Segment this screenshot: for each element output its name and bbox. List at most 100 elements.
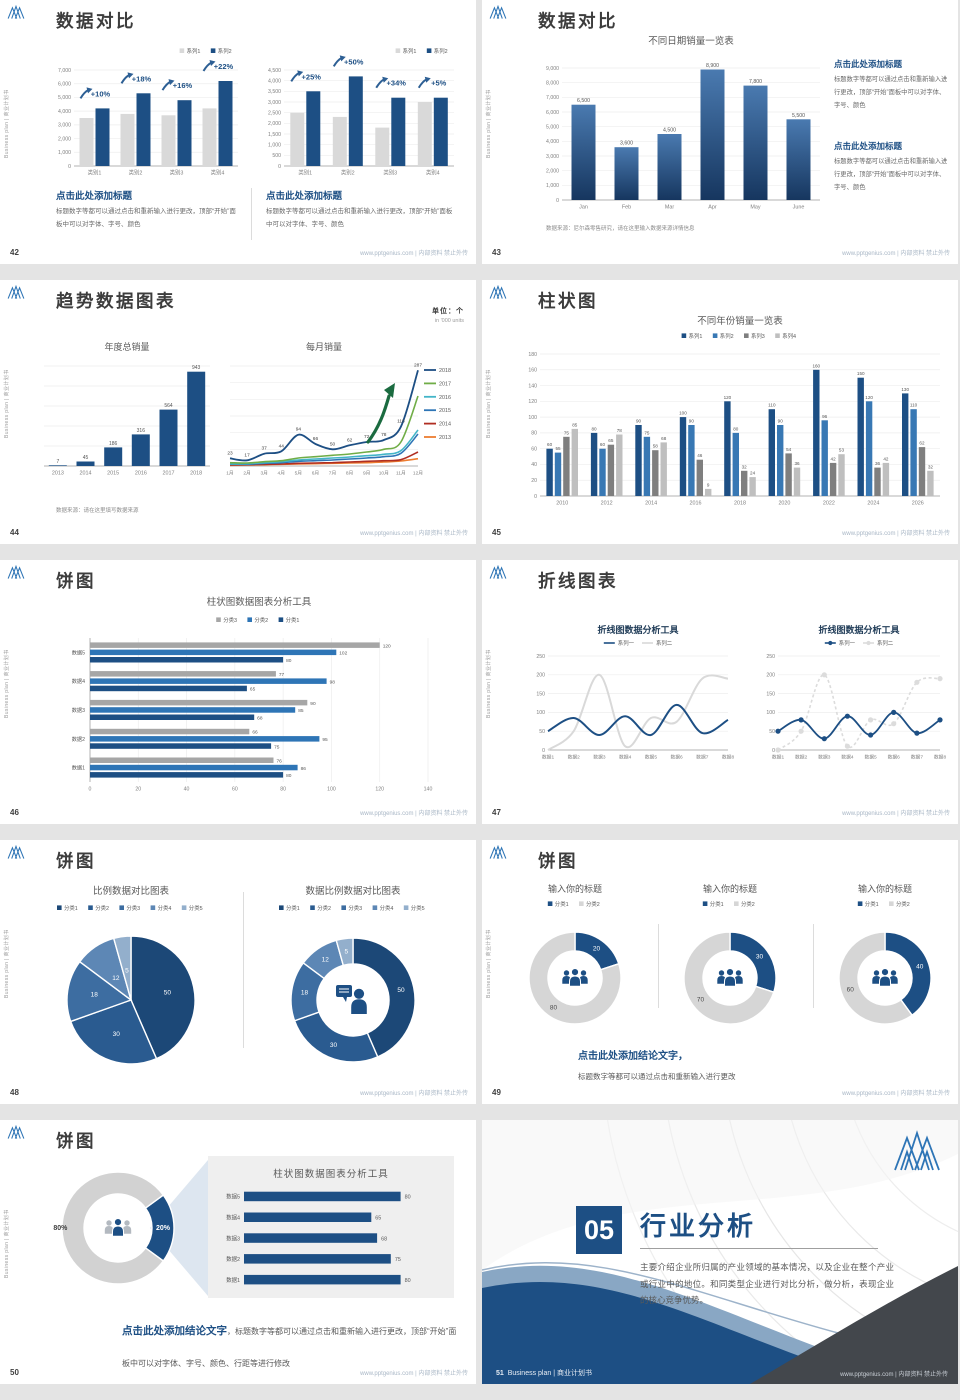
slide-48[interactable]: Business plan | 商业计划书 饼图 比例数据对比图表 分类1 分类2 分… — [0, 840, 476, 1104]
caption-block-left: 点击此处添加标题 标题数字等都可以通过点击和重新输入进行更改，顶部“开始”面板中… — [56, 188, 240, 231]
page-number: 51 — [496, 1370, 504, 1377]
svg-text:2014: 2014 — [439, 422, 451, 428]
svg-text:0: 0 — [542, 748, 545, 754]
conclusion-body: ，标题数字等都可以通过点击和重新输入进行更改，顶部“开始”面板中可以对字体、字号… — [122, 1327, 457, 1368]
side-label: Business plan | 商业计划书 — [486, 929, 492, 998]
brand-label: Business plan | 商业计划书 — [507, 1370, 592, 1377]
svg-text:110: 110 — [768, 403, 776, 408]
page-title: 饼图 — [56, 571, 96, 591]
monthly-sales-bar-chart: 不同日期销量一览表 0 1,000 2,000 3,000 4,000 5,000 6,000… — [526, 34, 828, 220]
svg-text:2,500: 2,500 — [268, 110, 281, 116]
svg-text:287: 287 — [414, 362, 422, 368]
conclusion-heading: 点击此处添加结论文字， — [578, 1051, 688, 1062]
svg-text:37: 37 — [262, 446, 268, 452]
slide-51[interactable]: 05 行业分析 主要介绍企业所归属的产业领域的基本情况，以及企业在整个产业或行业… — [482, 1120, 958, 1384]
svg-text:85: 85 — [572, 422, 578, 427]
svg-text:6,500: 6,500 — [577, 98, 590, 104]
svg-text:118: 118 — [397, 419, 405, 425]
brand-logo-icon — [7, 845, 25, 859]
horizontal-grouped-bar-chart: 柱状图数据图表分析工具 分类3 分类2 分类1 0 20 40 60 80 100 120 140 数据… — [34, 594, 458, 798]
slide-45[interactable]: Business plan | 商业计划书 柱状图 不同年份销量一览表 系列1 系列… — [482, 280, 958, 544]
svg-text:+22%: +22% — [214, 62, 234, 71]
side-label: Business plan | 商业计划书 — [4, 649, 10, 718]
donut-chart-1: 输入你的标题 分类1 分类2 20 80 — [506, 880, 644, 1036]
svg-text:系列1: 系列1 — [403, 47, 417, 55]
block-heading: 点击此处添加标题 — [834, 59, 903, 69]
svg-text:32: 32 — [742, 464, 748, 469]
svg-text:90: 90 — [689, 419, 695, 424]
slide-50[interactable]: Business plan | 商业计划书 饼图 柱状图数据图表分析工具 20%… — [0, 1120, 476, 1384]
slide-47[interactable]: Business plan | 商业计划书 折线图表 折线图数据分析工具 系列一 系… — [482, 560, 958, 824]
svg-text:数据1: 数据1 — [542, 754, 555, 761]
unit-note: 单位：个 in '000 units — [432, 306, 464, 324]
block-body: 标题数字等都可以通过点击和重新输入进行更改，顶部“开始”面板中可以对字体、字号、… — [56, 208, 236, 228]
svg-text:数据6: 数据6 — [670, 754, 683, 761]
svg-text:2026: 2026 — [912, 501, 924, 507]
svg-text:66: 66 — [252, 730, 258, 736]
svg-text:类别4: 类别4 — [426, 169, 440, 177]
svg-text:数据5: 数据5 — [645, 754, 658, 761]
svg-text:50: 50 — [539, 729, 545, 735]
svg-text:3,600: 3,600 — [620, 141, 633, 147]
svg-text:80: 80 — [592, 426, 598, 431]
svg-text:5: 5 — [125, 968, 129, 975]
slide-44[interactable]: Business plan | 商业计划书 趋势数据图表 单位：个 in '00… — [0, 280, 476, 544]
svg-text:输入你的标题: 输入你的标题 — [703, 883, 757, 894]
svg-text:3,500: 3,500 — [268, 89, 281, 95]
page-number: 44 — [10, 528, 19, 537]
block-heading: 点击此处添加标题 — [56, 191, 133, 202]
svg-text:Feb: Feb — [622, 205, 631, 211]
slide-46[interactable]: Business plan | 商业计划书 饼图 柱状图数据图表分析工具 分类3 分… — [0, 560, 476, 824]
svg-text:Jan: Jan — [579, 205, 588, 211]
svg-text:2018: 2018 — [734, 501, 746, 507]
svg-text:8月: 8月 — [346, 471, 353, 477]
svg-text:100: 100 — [528, 415, 537, 421]
svg-text:18: 18 — [91, 991, 99, 998]
section-number: 05 — [576, 1206, 622, 1254]
svg-text:20: 20 — [135, 787, 141, 793]
svg-text:12: 12 — [322, 957, 330, 964]
svg-text:160: 160 — [528, 368, 537, 374]
svg-text:2013: 2013 — [52, 471, 64, 477]
svg-text:0: 0 — [278, 164, 281, 170]
svg-text:5: 5 — [345, 948, 349, 955]
side-label: Business plan | 商业计划书 — [4, 89, 10, 158]
svg-text:564: 564 — [164, 403, 173, 409]
svg-text:2月: 2月 — [243, 471, 250, 477]
svg-text:June: June — [793, 205, 805, 211]
svg-text:分类1: 分类1 — [64, 904, 78, 912]
svg-text:200: 200 — [536, 673, 545, 679]
svg-text:120: 120 — [865, 395, 873, 400]
bar-panel — [208, 1156, 454, 1298]
svg-text:6,000: 6,000 — [58, 82, 71, 88]
svg-text:60: 60 — [531, 446, 537, 452]
svg-text:类别4: 类别4 — [211, 169, 225, 177]
page-number: 42 — [10, 248, 19, 257]
svg-text:10月: 10月 — [379, 471, 389, 477]
slide-42[interactable]: Business plan | 商业计划书 数据对比 系列1 系列2 0 1,000 2… — [0, 0, 476, 264]
svg-text:分类4: 分类4 — [158, 904, 172, 912]
slide-49[interactable]: Business plan | 商业计划书 饼图 输入你的标题 分类1 分类2 20 8… — [482, 840, 958, 1104]
svg-text:系列1: 系列1 — [689, 332, 703, 340]
funnel-connector — [150, 1160, 208, 1296]
svg-text:11月: 11月 — [396, 471, 406, 477]
svg-text:数据3: 数据3 — [72, 706, 85, 714]
svg-text:150: 150 — [766, 691, 775, 697]
svg-text:4,500: 4,500 — [663, 128, 676, 134]
conclusion-block: 点击此处添加结论文字，标题数字等都可以通过点击和重新输入进行更改，顶部“开始”面… — [122, 1314, 458, 1378]
donut-chart: 数据比例数据对比图表 分类1 分类2 分类3 分类4 分类5 50 30 18 12 5 — [246, 882, 460, 1074]
svg-text:42: 42 — [883, 456, 889, 461]
svg-text:36: 36 — [794, 461, 800, 466]
slide-43[interactable]: Business plan | 商业计划书 数据对比 不同日期销量一览表 0 1,0… — [482, 0, 958, 264]
svg-text:分类1: 分类1 — [286, 616, 300, 624]
svg-text:折线图数据分析工具: 折线图数据分析工具 — [818, 624, 899, 635]
svg-text:68: 68 — [661, 436, 667, 441]
svg-text:160: 160 — [812, 363, 820, 368]
svg-text:类别2: 类别2 — [129, 169, 143, 177]
svg-text:系列2: 系列2 — [434, 47, 448, 55]
svg-text:+25%: +25% — [302, 72, 322, 81]
svg-text:2,000: 2,000 — [58, 136, 71, 142]
caption-block-2: 点击此处添加标题 标题数字等都可以通过点击和重新输入进行更改，顶部“开始”面板中… — [834, 140, 948, 195]
svg-text:65: 65 — [250, 687, 256, 693]
svg-text:分类2: 分类2 — [741, 900, 755, 908]
